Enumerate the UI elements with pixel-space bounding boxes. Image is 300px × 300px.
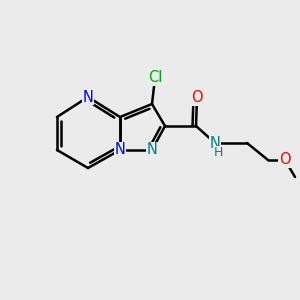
Text: O: O [191, 91, 203, 106]
Text: O: O [279, 152, 291, 167]
Text: N: N [147, 142, 158, 158]
Text: Cl: Cl [148, 70, 162, 86]
Text: N: N [82, 89, 93, 104]
Text: N: N [210, 136, 220, 151]
Text: H: H [213, 146, 223, 160]
Text: N: N [115, 142, 125, 158]
